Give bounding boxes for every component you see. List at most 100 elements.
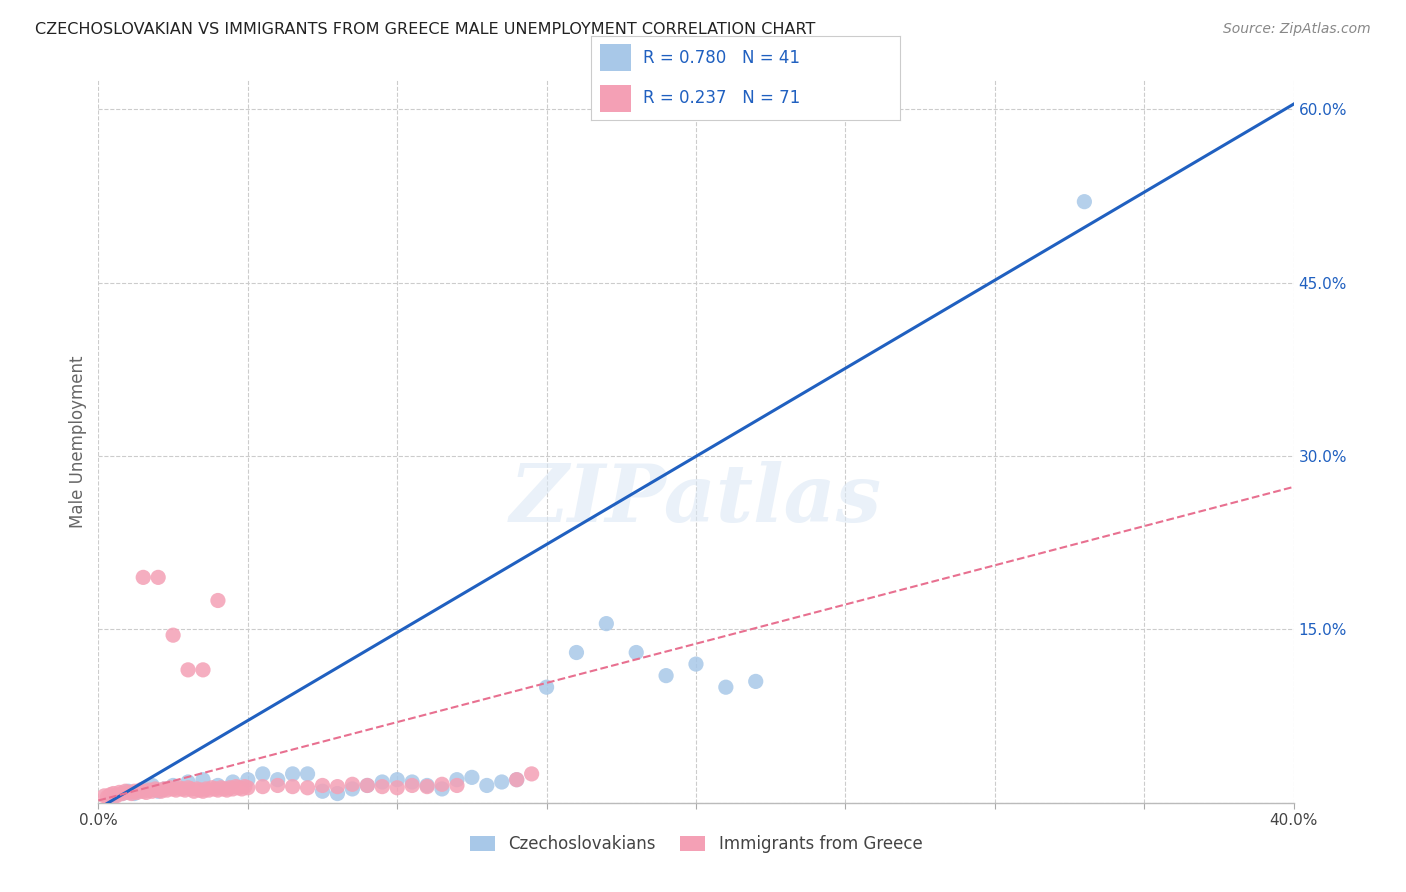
FancyBboxPatch shape: [600, 45, 631, 71]
Point: [416, 779, 439, 793]
Point: [714, 680, 737, 694]
FancyBboxPatch shape: [600, 85, 631, 112]
Point: [236, 780, 259, 795]
Point: [222, 775, 245, 789]
Point: [326, 780, 349, 794]
Point: [188, 783, 211, 797]
Point: [385, 780, 409, 795]
Point: [198, 783, 221, 797]
Point: [228, 780, 250, 795]
Point: [215, 783, 238, 797]
Point: [108, 785, 131, 799]
Point: [127, 785, 149, 799]
Point: [1073, 194, 1095, 209]
Point: [209, 780, 232, 795]
Point: [148, 784, 170, 798]
Point: [281, 780, 304, 794]
Point: [281, 767, 304, 781]
Point: [114, 784, 136, 798]
Point: [150, 784, 173, 798]
Point: [191, 784, 214, 798]
Point: [201, 780, 224, 795]
Point: [177, 780, 200, 795]
Point: [252, 780, 274, 794]
Point: [167, 780, 190, 795]
Point: [191, 663, 214, 677]
Point: [626, 646, 648, 660]
Point: [401, 775, 423, 789]
Point: [183, 784, 205, 798]
Point: [124, 784, 146, 798]
Point: [93, 789, 115, 803]
Point: [595, 616, 617, 631]
Point: [98, 788, 122, 802]
Point: [111, 787, 134, 801]
Point: [195, 781, 218, 796]
Point: [520, 767, 543, 781]
Point: [132, 781, 155, 796]
Point: [385, 772, 409, 787]
Point: [191, 772, 214, 787]
Point: [745, 674, 768, 689]
Point: [233, 780, 256, 794]
Point: [311, 779, 333, 793]
Point: [342, 777, 364, 791]
Point: [297, 767, 319, 781]
Point: [180, 781, 202, 796]
Point: [446, 772, 468, 787]
Point: [124, 787, 146, 801]
Point: [536, 680, 558, 694]
Point: [172, 781, 194, 796]
Point: [356, 779, 378, 793]
Point: [120, 787, 142, 801]
Point: [297, 780, 319, 795]
Point: [148, 570, 170, 584]
Point: [565, 646, 588, 660]
Point: [138, 783, 160, 797]
Point: [267, 772, 290, 787]
Point: [225, 780, 247, 794]
Point: [236, 772, 259, 787]
Point: [105, 789, 128, 803]
Text: CZECHOSLOVAKIAN VS IMMIGRANTS FROM GREECE MALE UNEMPLOYMENT CORRELATION CHART: CZECHOSLOVAKIAN VS IMMIGRANTS FROM GREEC…: [35, 22, 815, 37]
Point: [143, 781, 166, 796]
Point: [685, 657, 707, 671]
Point: [141, 779, 163, 793]
Point: [267, 779, 290, 793]
Point: [416, 780, 439, 794]
Text: R = 0.237   N = 71: R = 0.237 N = 71: [643, 89, 800, 107]
Point: [207, 593, 229, 607]
Point: [311, 784, 333, 798]
Point: [177, 663, 200, 677]
Point: [506, 772, 529, 787]
Point: [401, 779, 423, 793]
Point: [186, 781, 208, 796]
Legend: Czechoslovakians, Immigrants from Greece: Czechoslovakians, Immigrants from Greece: [463, 828, 929, 860]
Point: [231, 781, 253, 796]
Point: [252, 767, 274, 781]
Point: [103, 787, 125, 801]
Point: [342, 781, 364, 796]
Point: [371, 780, 394, 794]
Point: [162, 781, 184, 796]
Point: [430, 781, 453, 796]
Point: [165, 783, 187, 797]
Point: [207, 783, 229, 797]
Point: [156, 783, 179, 797]
Point: [148, 783, 170, 797]
Point: [132, 570, 155, 584]
Point: [159, 780, 181, 795]
Point: [111, 787, 134, 801]
Point: [461, 770, 484, 784]
Y-axis label: Male Unemployment: Male Unemployment: [69, 355, 87, 528]
Point: [96, 790, 118, 805]
Text: ZIPatlas: ZIPatlas: [510, 460, 882, 538]
Point: [430, 777, 453, 791]
Point: [326, 787, 349, 801]
Point: [356, 779, 378, 793]
Text: R = 0.780   N = 41: R = 0.780 N = 41: [643, 49, 800, 67]
Point: [162, 779, 184, 793]
Point: [162, 628, 184, 642]
Point: [129, 783, 152, 797]
Point: [117, 784, 139, 798]
